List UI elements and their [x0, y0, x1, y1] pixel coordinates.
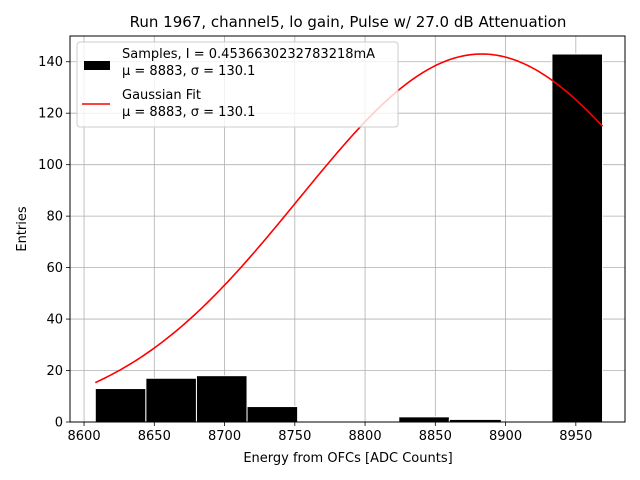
histogram-bar: [195, 375, 248, 423]
plot-frame: [69, 35, 626, 423]
y-tick-label: 140: [38, 55, 63, 70]
legend-fit-label: Gaussian Fit: [122, 88, 201, 103]
histogram-bar: [246, 406, 299, 423]
x-axis-ticks: 8600 8650 8700 8750 8800 8850 8900 8950: [68, 422, 592, 444]
y-axis-label: Entries: [15, 206, 30, 252]
x-tick-label: 8850: [419, 429, 452, 444]
y-tick-label: 120: [38, 107, 63, 122]
y-tick-label: 0: [55, 416, 63, 431]
x-tick-label: 8950: [559, 429, 592, 444]
legend-histogram-stats: μ = 8883, σ = 130.1: [122, 64, 255, 79]
histogram-bars: [94, 53, 604, 423]
y-axis-ticks: 0 20 40 60 80 100 120 140: [38, 55, 70, 431]
histogram-bar: [94, 388, 147, 423]
legend-histogram-swatch: [84, 61, 110, 70]
x-axis-label: Energy from OFCs [ADC Counts]: [243, 451, 452, 466]
x-tick-label: 8600: [68, 429, 101, 444]
legend-histogram-label: Samples, I = 0.4536630232783218mA: [122, 47, 375, 62]
chart-title: Run 1967, channel5, lo gain, Pulse w/ 27…: [130, 13, 567, 31]
y-tick-label: 80: [46, 210, 63, 225]
x-tick-label: 8900: [489, 429, 522, 444]
legend-box: [76, 41, 399, 128]
y-tick-label: 40: [46, 313, 63, 328]
legend-fit-stats: μ = 8883, σ = 130.1: [122, 105, 255, 120]
legend: Samples, I = 0.4536630232783218mA μ = 88…: [76, 41, 399, 128]
histogram-bar: [145, 377, 197, 423]
x-tick-label: 8800: [349, 429, 382, 444]
x-tick-label: 8700: [208, 429, 241, 444]
y-tick-label: 60: [46, 261, 63, 276]
x-tick-label: 8750: [278, 429, 311, 444]
y-tick-label: 100: [38, 158, 63, 173]
histogram-bar: [551, 53, 604, 423]
y-tick-label: 20: [46, 364, 63, 379]
x-tick-label: 8650: [138, 429, 171, 444]
histogram-bar: [398, 416, 450, 423]
gaussian-fit-line: [94, 53, 604, 384]
